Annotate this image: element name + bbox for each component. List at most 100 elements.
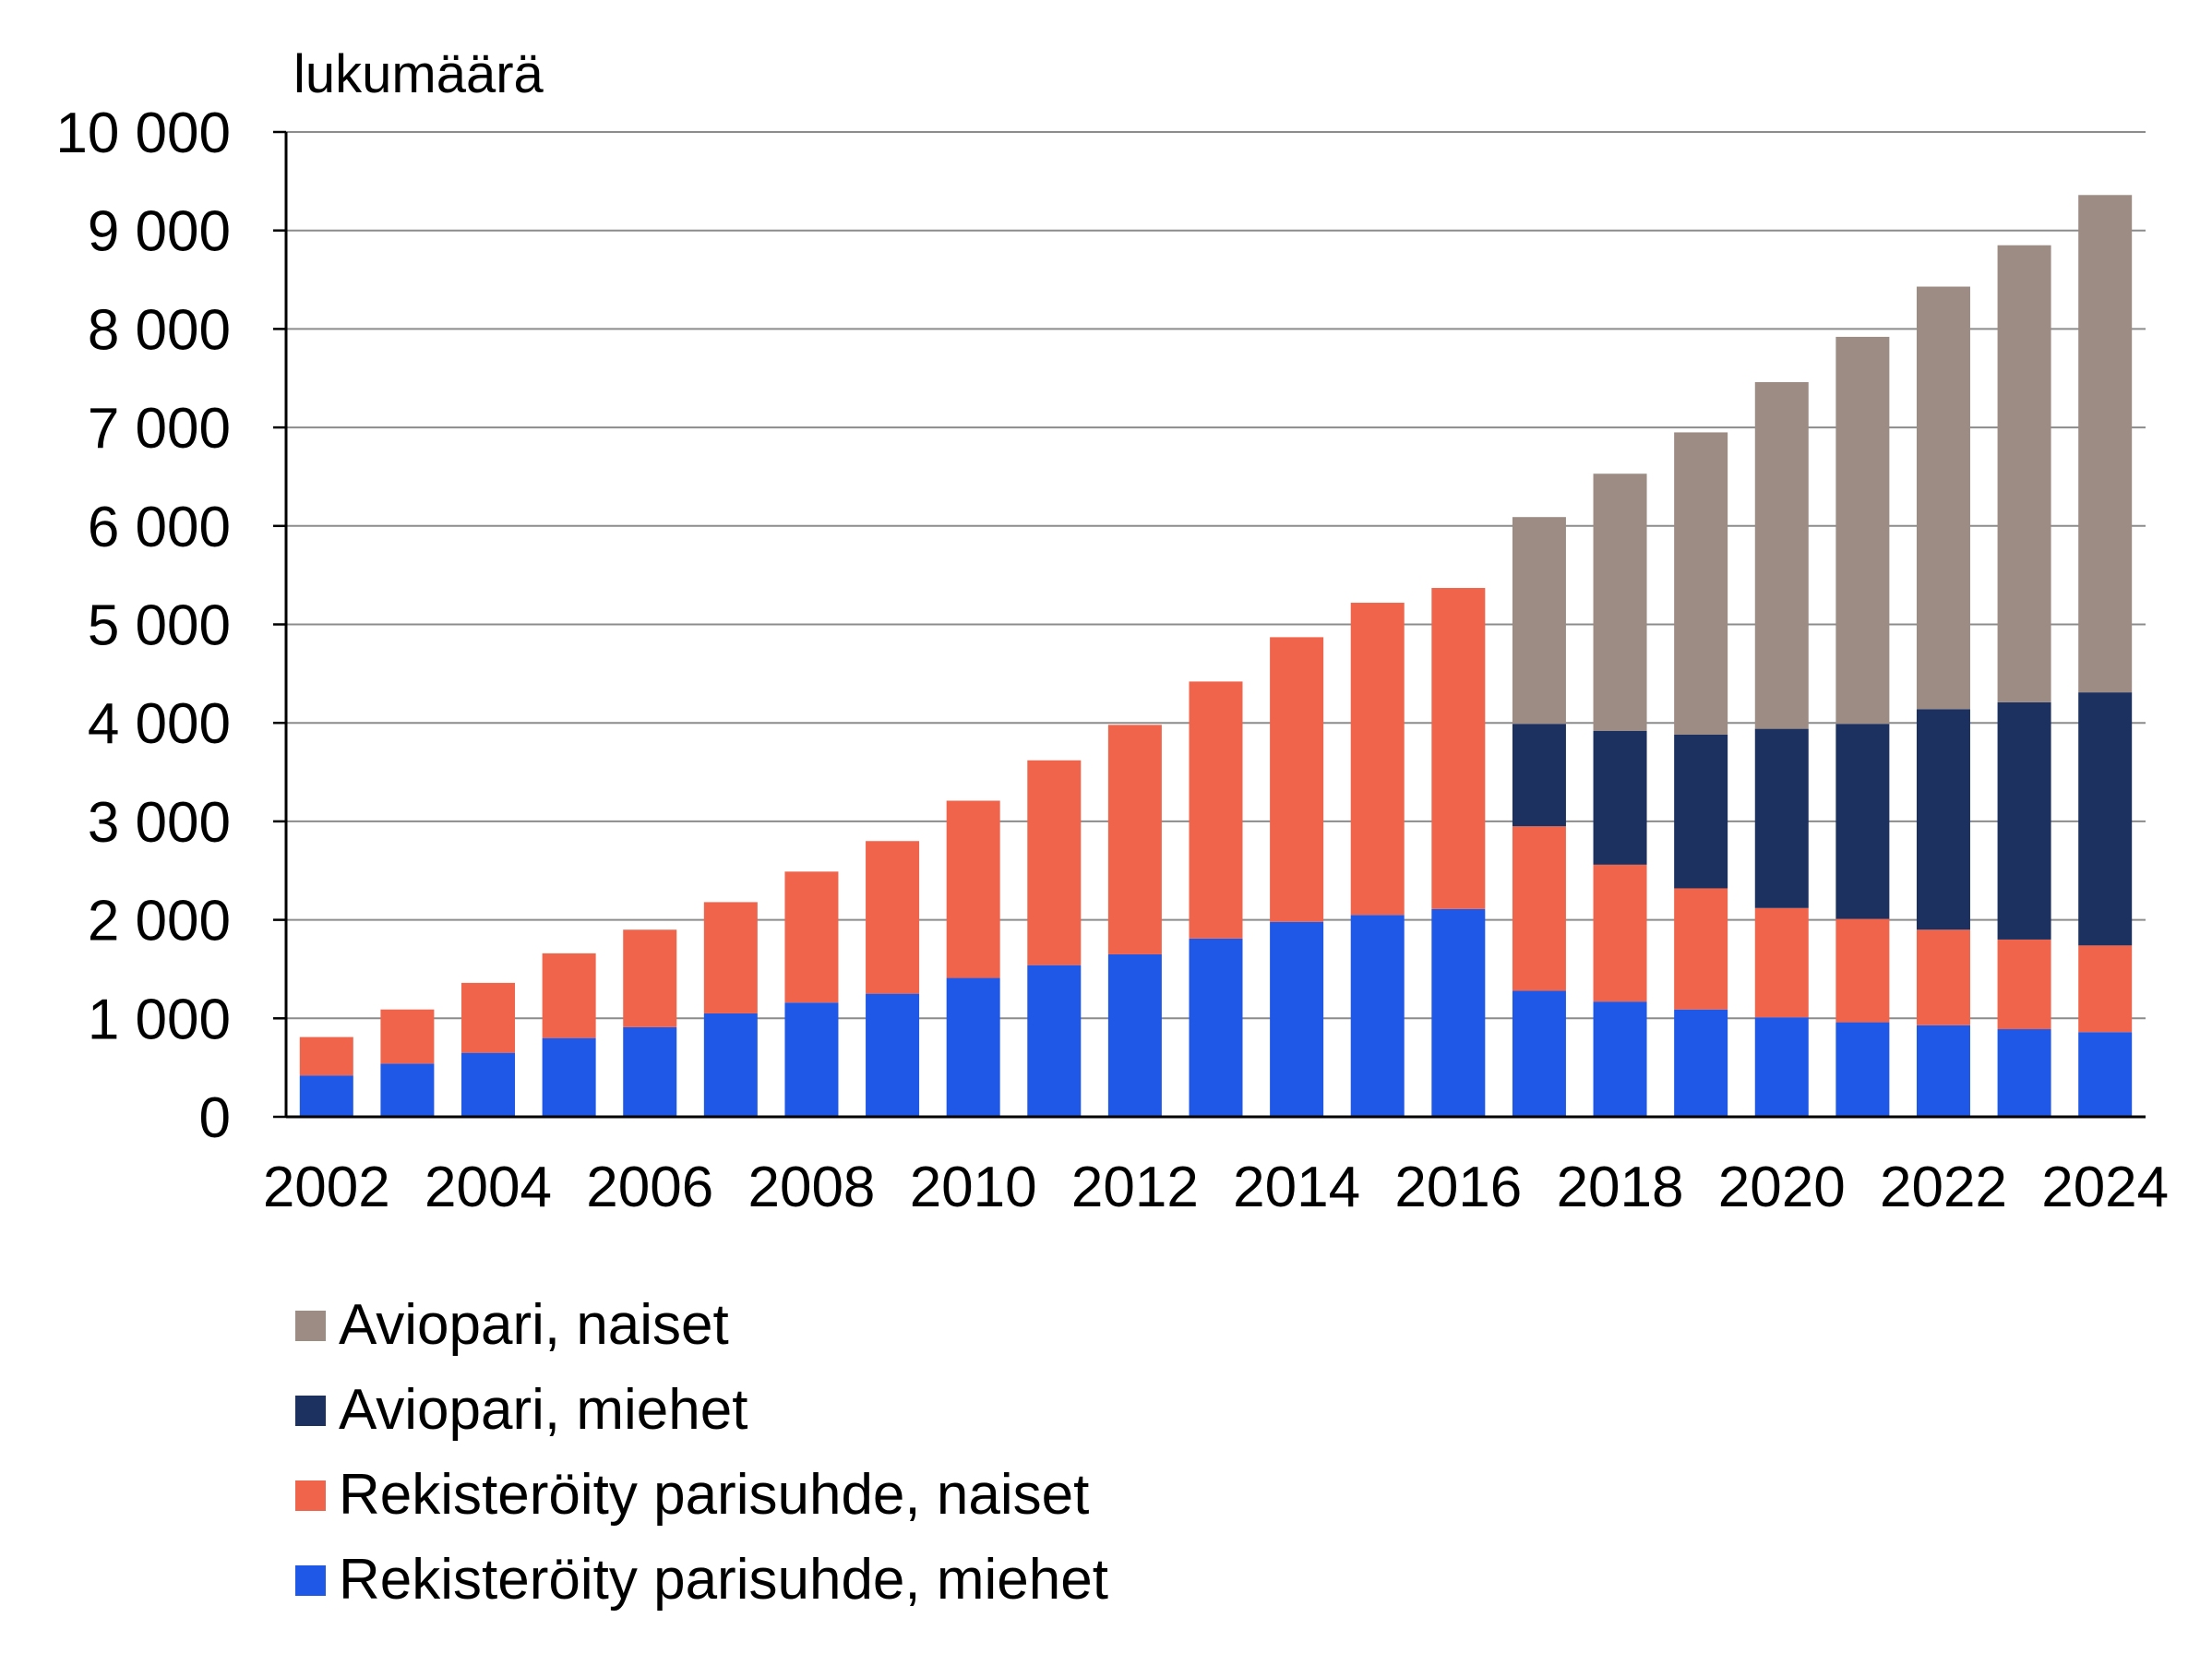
bar-2021-series-2 bbox=[1835, 724, 1890, 919]
axes bbox=[273, 130, 2146, 1119]
bar-2019-series-2 bbox=[1674, 735, 1728, 889]
y-tick-label-9000: 9 000 bbox=[88, 200, 231, 264]
bar-2012-series-0 bbox=[1107, 953, 1162, 1117]
bar-2018-series-2 bbox=[1593, 730, 1647, 865]
bar-2024-series-2 bbox=[2078, 692, 2133, 946]
bar-2003-series-1 bbox=[380, 1009, 435, 1064]
bar-2016-series-1 bbox=[1431, 588, 1486, 909]
x-tick-label-2024: 2024 bbox=[2041, 1156, 2169, 1219]
legend-label-rekisteroity-naiset: Rekisteröity parisuhde, naiset bbox=[339, 1463, 1090, 1527]
y-tick-label-4000: 4 000 bbox=[88, 692, 231, 756]
bar-2002-series-1 bbox=[299, 1037, 353, 1076]
bar-2024-series-1 bbox=[2078, 945, 2133, 1033]
bars bbox=[299, 195, 2133, 1117]
y-tick-label-0: 0 bbox=[199, 1086, 231, 1150]
tick-labels: 0 1 000 2 000 3 000 4 000 5 000 6 000 7 000 8 00… bbox=[55, 102, 2169, 1219]
bar-2015-series-0 bbox=[1350, 915, 1405, 1117]
y-tick-label-10000: 10 000 bbox=[55, 102, 231, 165]
bar-2008-series-1 bbox=[784, 871, 839, 1003]
bar-2019-series-0 bbox=[1674, 1009, 1728, 1117]
bar-2009-series-0 bbox=[866, 993, 920, 1117]
bar-2023-series-2 bbox=[1997, 701, 2051, 940]
bar-2019-series-1 bbox=[1674, 888, 1728, 1010]
bar-2022-series-3 bbox=[1916, 286, 1970, 710]
y-tick-label-7000: 7 000 bbox=[88, 397, 231, 461]
bar-2021-series-1 bbox=[1835, 918, 1890, 1023]
y-tick-label-1000: 1 000 bbox=[88, 988, 231, 1051]
bar-2006-series-1 bbox=[623, 929, 677, 1027]
y-tick-label-3000: 3 000 bbox=[88, 791, 231, 855]
bar-2022-series-1 bbox=[1916, 929, 1970, 1025]
bar-2005-series-0 bbox=[542, 1037, 596, 1117]
bar-2023-series-0 bbox=[1997, 1029, 2051, 1117]
bar-2019-series-3 bbox=[1674, 432, 1728, 736]
bar-2023-series-3 bbox=[1997, 245, 2051, 702]
bar-2014-series-0 bbox=[1270, 921, 1324, 1117]
bar-2013-series-1 bbox=[1189, 681, 1243, 939]
bar-2017-series-0 bbox=[1512, 990, 1566, 1117]
x-tick-label-2014: 2014 bbox=[1233, 1156, 1360, 1219]
bar-2002-series-0 bbox=[299, 1075, 353, 1117]
legend-swatch-aviopari-naiset bbox=[295, 1310, 326, 1341]
legend-swatch-aviopari-miehet bbox=[295, 1395, 326, 1426]
y-tick-label-6000: 6 000 bbox=[88, 496, 231, 559]
bar-2004-series-1 bbox=[461, 982, 516, 1053]
bar-2010-series-0 bbox=[946, 977, 1000, 1117]
bar-2006-series-0 bbox=[623, 1026, 677, 1117]
bar-2018-series-1 bbox=[1593, 864, 1647, 1002]
bar-2005-series-1 bbox=[542, 953, 596, 1038]
bar-2024-series-3 bbox=[2078, 195, 2133, 693]
bar-2021-series-3 bbox=[1835, 336, 1890, 725]
bar-2017-series-1 bbox=[1512, 826, 1566, 991]
legend-item-rekisteroity-miehet: Rekisteröity parisuhde, miehet bbox=[295, 1538, 1108, 1623]
x-tick-label-2016: 2016 bbox=[1394, 1156, 1522, 1219]
legend-swatch-rekisteroity-miehet bbox=[295, 1564, 326, 1596]
bar-2018-series-3 bbox=[1593, 473, 1647, 731]
bar-2020-series-2 bbox=[1754, 728, 1809, 908]
x-tick-label-2020: 2020 bbox=[1718, 1156, 1846, 1219]
bar-2018-series-0 bbox=[1593, 1001, 1647, 1117]
bar-2011-series-0 bbox=[1027, 965, 1082, 1117]
bar-2024-series-0 bbox=[2078, 1032, 2133, 1117]
bar-2008-series-0 bbox=[784, 1002, 839, 1117]
legend-item-rekisteroity-naiset: Rekisteröity parisuhde, naiset bbox=[295, 1453, 1108, 1538]
y-tick-label-5000: 5 000 bbox=[88, 594, 231, 658]
bar-2003-series-0 bbox=[380, 1063, 435, 1117]
bar-2014-series-1 bbox=[1270, 637, 1324, 922]
x-tick-label-2012: 2012 bbox=[1071, 1156, 1199, 1219]
legend: Aviopari, naiset Aviopari, miehet Rekist… bbox=[295, 1283, 1108, 1623]
x-tick-label-2004: 2004 bbox=[424, 1156, 552, 1219]
bar-2007-series-0 bbox=[703, 1013, 758, 1117]
y-tick-label-8000: 8 000 bbox=[88, 298, 231, 362]
bar-2017-series-3 bbox=[1512, 517, 1566, 725]
legend-item-aviopari-miehet: Aviopari, miehet bbox=[295, 1368, 1108, 1453]
bar-2022-series-0 bbox=[1916, 1025, 1970, 1117]
bar-2022-series-2 bbox=[1916, 709, 1970, 930]
legend-swatch-rekisteroity-naiset bbox=[295, 1480, 326, 1511]
bar-2020-series-3 bbox=[1754, 382, 1809, 729]
bar-2020-series-0 bbox=[1754, 1017, 1809, 1117]
legend-label-aviopari-naiset: Aviopari, naiset bbox=[339, 1293, 729, 1357]
x-tick-label-2018: 2018 bbox=[1557, 1156, 1684, 1219]
bar-2017-series-2 bbox=[1512, 724, 1566, 827]
x-tick-label-2022: 2022 bbox=[1880, 1156, 2007, 1219]
bar-2012-series-1 bbox=[1107, 725, 1162, 954]
bar-2016-series-0 bbox=[1431, 908, 1486, 1117]
bar-2010-series-1 bbox=[946, 800, 1000, 978]
bar-2011-series-1 bbox=[1027, 760, 1082, 965]
bar-2020-series-1 bbox=[1754, 907, 1809, 1018]
bar-2009-series-1 bbox=[866, 841, 920, 994]
legend-item-aviopari-naiset: Aviopari, naiset bbox=[295, 1283, 1108, 1368]
x-tick-label-2002: 2002 bbox=[263, 1156, 390, 1219]
bar-2015-series-1 bbox=[1350, 603, 1405, 916]
x-tick-label-2010: 2010 bbox=[910, 1156, 1037, 1219]
bar-2013-series-0 bbox=[1189, 938, 1243, 1117]
bar-2004-series-0 bbox=[461, 1052, 516, 1117]
y-axis-title: lukumäärä bbox=[293, 44, 544, 104]
x-tick-label-2008: 2008 bbox=[747, 1156, 875, 1219]
x-tick-label-2006: 2006 bbox=[586, 1156, 713, 1219]
bar-2021-series-0 bbox=[1835, 1022, 1890, 1117]
y-tick-label-2000: 2 000 bbox=[88, 890, 231, 953]
legend-label-aviopari-miehet: Aviopari, miehet bbox=[339, 1378, 748, 1442]
